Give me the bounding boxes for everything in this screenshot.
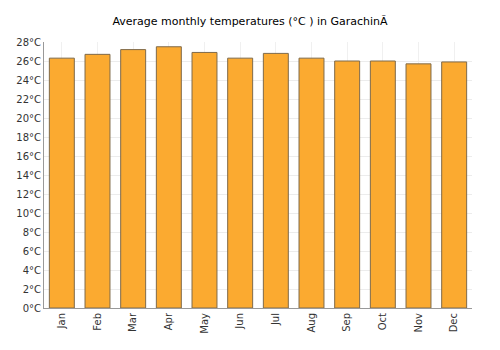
svg-text:22°C: 22°C — [16, 94, 41, 105]
svg-text:Nov: Nov — [413, 313, 424, 333]
svg-text:Apr: Apr — [163, 312, 174, 330]
svg-text:Oct: Oct — [377, 313, 388, 330]
svg-text:8°C: 8°C — [23, 227, 41, 238]
svg-text:Feb: Feb — [92, 313, 103, 331]
svg-text:Jul: Jul — [270, 313, 281, 326]
svg-text:Dec: Dec — [448, 313, 459, 332]
svg-text:0°C: 0°C — [23, 303, 41, 314]
svg-text:Mar: Mar — [127, 312, 138, 332]
svg-text:Average monthly temperatures (: Average monthly temperatures (°C ) in Ga… — [112, 15, 388, 28]
svg-text:Jun: Jun — [234, 313, 245, 330]
svg-text:4°C: 4°C — [23, 265, 41, 276]
svg-text:2°C: 2°C — [23, 284, 41, 295]
svg-text:May: May — [199, 313, 210, 334]
svg-text:20°C: 20°C — [16, 113, 41, 124]
svg-text:18°C: 18°C — [16, 132, 41, 143]
svg-text:Aug: Aug — [306, 313, 317, 333]
svg-text:12°C: 12°C — [16, 189, 41, 200]
svg-text:24°C: 24°C — [16, 75, 41, 86]
svg-text:Jan: Jan — [56, 313, 67, 329]
svg-text:10°C: 10°C — [16, 208, 41, 219]
svg-text:6°C: 6°C — [23, 246, 41, 257]
svg-text:Sep: Sep — [341, 313, 352, 332]
svg-text:28°C: 28°C — [16, 37, 41, 48]
svg-text:14°C: 14°C — [16, 170, 41, 181]
svg-text:26°C: 26°C — [16, 56, 41, 67]
svg-text:16°C: 16°C — [16, 151, 41, 162]
